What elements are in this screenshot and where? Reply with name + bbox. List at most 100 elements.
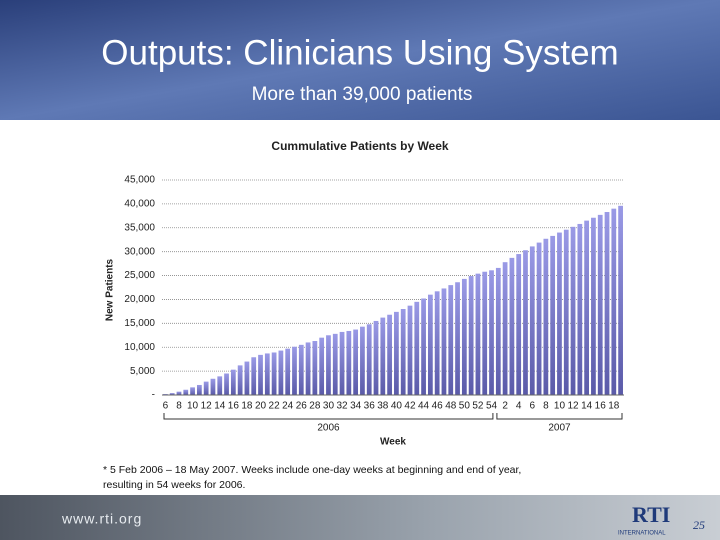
x-tick-label: 12 — [201, 401, 213, 412]
x-tick-label: 22 — [269, 401, 281, 412]
x-tick-label: 12 — [567, 401, 579, 412]
bar — [346, 330, 352, 395]
bar — [441, 288, 447, 395]
bar — [502, 262, 508, 395]
x-tick-label: 14 — [214, 401, 226, 412]
bar — [523, 250, 528, 395]
bar — [516, 254, 522, 395]
bar — [251, 357, 257, 395]
x-axis-label: Week — [380, 437, 406, 448]
x-tick-label: 14 — [581, 401, 593, 412]
bar — [400, 309, 406, 395]
bar — [618, 205, 623, 395]
bar — [319, 337, 325, 395]
bar — [312, 341, 318, 395]
x-tick-label: 16 — [595, 401, 607, 412]
bar — [536, 242, 542, 395]
bar — [339, 331, 345, 395]
y-tick-label: - — [152, 390, 155, 401]
x-tick-label: 6 — [529, 401, 535, 412]
y-tick-label: 15,000 — [124, 318, 155, 329]
group-bracket — [496, 413, 623, 420]
x-tick-label: 18 — [608, 401, 620, 412]
bar — [468, 276, 474, 395]
bar — [332, 333, 338, 395]
bar — [380, 317, 386, 395]
x-tick-label: 54 — [486, 401, 498, 412]
bar — [509, 257, 515, 395]
y-axis-label: New Patients — [105, 258, 116, 321]
x-tick-label: 34 — [350, 401, 362, 412]
bar — [258, 354, 263, 395]
bar — [604, 212, 610, 395]
bar — [414, 301, 420, 395]
bar — [461, 278, 467, 395]
bar — [298, 344, 304, 395]
bar — [366, 324, 372, 395]
bar — [591, 217, 596, 395]
x-tick-label: 42 — [404, 401, 416, 412]
bar — [190, 387, 195, 395]
bar — [230, 369, 236, 395]
bar — [271, 352, 277, 395]
chart-title: Cummulative Patients by Week — [271, 139, 448, 153]
x-tick-label: 16 — [228, 401, 240, 412]
plot: - 5,000 10,000 15,000 20,000 25,000 30,000 35,0… — [124, 175, 624, 434]
x-tick-label: 2 — [502, 401, 508, 412]
page-number: 25 — [693, 518, 705, 532]
bar — [455, 282, 460, 395]
x-tick-label: 52 — [472, 401, 484, 412]
bar — [176, 391, 182, 395]
footer-band — [0, 495, 720, 540]
y-tick-label: 25,000 — [124, 270, 155, 281]
bar — [353, 329, 359, 395]
x-tick-label: 24 — [282, 401, 294, 412]
y-tick-label: 35,000 — [124, 222, 155, 233]
y-tick-label: 30,000 — [124, 246, 155, 257]
bar — [373, 320, 379, 395]
footnote: * 5 Feb 2006 – 18 May 2007. Weeks includ… — [103, 464, 521, 476]
bar — [584, 220, 590, 395]
x-tick-label: 10 — [187, 401, 199, 412]
bar — [285, 348, 291, 395]
bar — [217, 376, 223, 395]
bar — [495, 267, 501, 395]
bar — [448, 285, 454, 395]
bar — [305, 342, 311, 395]
bar — [183, 389, 189, 395]
bar — [570, 226, 576, 395]
x-tick-label: 4 — [516, 401, 522, 412]
bar — [387, 314, 392, 395]
x-tick-label: 40 — [391, 401, 403, 412]
y-tick-label: 20,000 — [124, 294, 155, 305]
x-tick-label: 10 — [554, 401, 566, 412]
bar — [577, 223, 583, 395]
bar — [196, 384, 202, 395]
bar — [237, 365, 243, 395]
bar — [434, 291, 440, 395]
group-label: 2007 — [548, 423, 571, 434]
bar — [407, 305, 413, 395]
bar — [475, 273, 481, 395]
bar — [557, 232, 562, 395]
bar — [394, 311, 399, 395]
x-tick-label: 8 — [176, 401, 182, 412]
x-tick-label: 26 — [296, 401, 308, 412]
x-tick-label: 30 — [323, 401, 335, 412]
logo-sub: INTERNATIONAL — [618, 531, 666, 537]
x-tick-label: 46 — [432, 401, 444, 412]
x-tick-label: 32 — [336, 401, 348, 412]
x-tick-label: 28 — [309, 401, 321, 412]
y-tick-label: 40,000 — [124, 199, 155, 210]
bar — [597, 214, 603, 395]
bar — [210, 378, 216, 395]
y-tick-label: 45,000 — [124, 175, 155, 186]
x-tick-label: 38 — [377, 401, 389, 412]
bar — [563, 229, 569, 395]
footnote: resulting in 54 weeks for 2006. — [103, 479, 245, 491]
logo: RTI — [632, 502, 670, 527]
x-tick-label: 36 — [364, 401, 376, 412]
bar — [427, 294, 433, 395]
bar — [550, 235, 556, 395]
